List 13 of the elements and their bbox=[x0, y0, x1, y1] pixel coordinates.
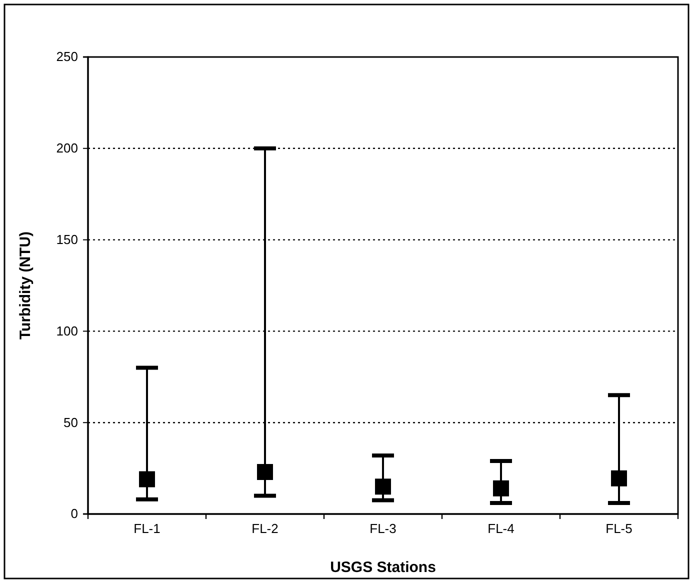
x-tick-label: FL-2 bbox=[252, 521, 278, 536]
x-tick-label: FL-4 bbox=[488, 521, 514, 536]
y-tick-label: 150 bbox=[56, 232, 78, 247]
y-tick-label: 50 bbox=[64, 414, 78, 430]
x-tick-label: FL-3 bbox=[370, 521, 396, 536]
y-tick-label: 0 bbox=[70, 506, 78, 522]
x-axis-title: USGS Stations bbox=[330, 559, 436, 576]
y-tick-label: 250 bbox=[56, 49, 78, 64]
x-tick-label: FL-1 bbox=[134, 521, 160, 536]
y-axis-title: Turbidity (NTU) bbox=[17, 231, 34, 340]
y-tick-label: 200 bbox=[56, 140, 78, 156]
x-tick-label: FL-5 bbox=[606, 521, 632, 536]
y-tick-label: 100 bbox=[56, 323, 78, 338]
